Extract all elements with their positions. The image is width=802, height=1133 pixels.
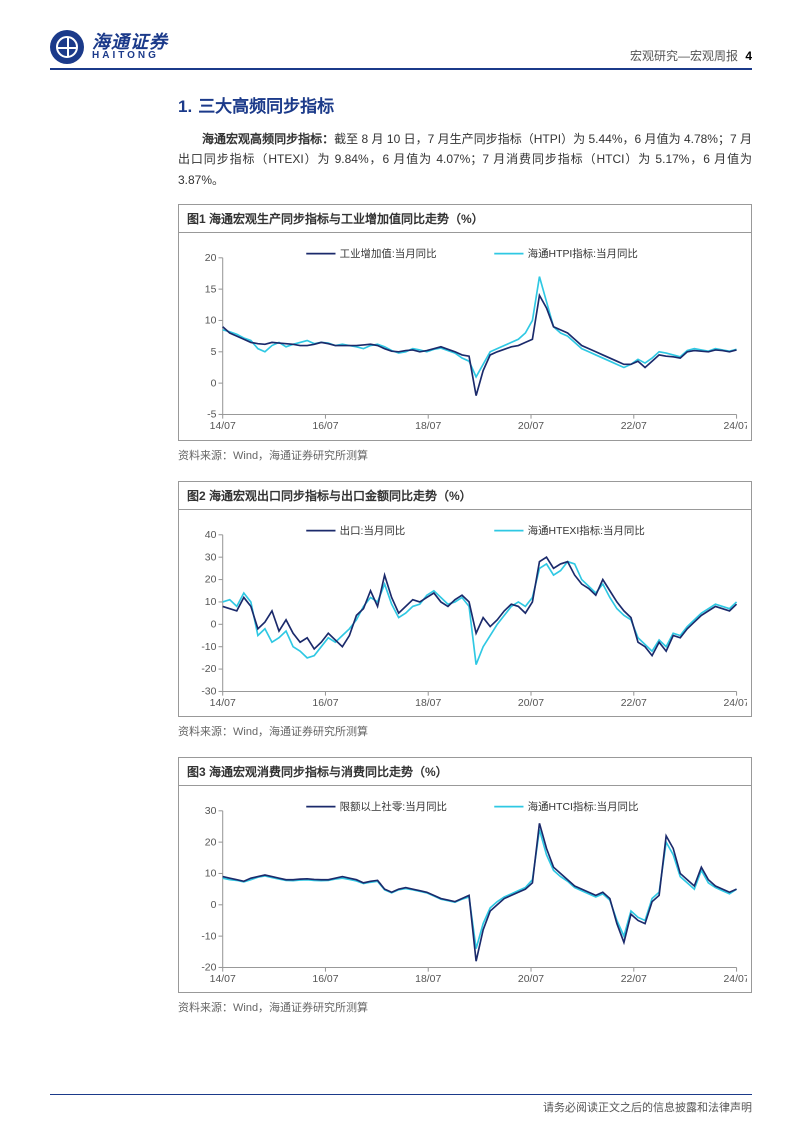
svg-text:0: 0 (211, 900, 217, 911)
svg-text:20: 20 (205, 253, 217, 264)
svg-text:海通HTCI指标:当月同比: 海通HTCI指标:当月同比 (528, 800, 639, 813)
intro-paragraph: 海通宏观高频同步指标：截至 8 月 10 日，7 月生产同步指标（HTPI）为 … (178, 129, 752, 190)
chart-2-title: 图2 海通宏观出口同步指标与出口金额同比走势（%） (179, 482, 751, 510)
svg-text:24/07: 24/07 (723, 974, 747, 985)
svg-text:20: 20 (205, 837, 217, 848)
svg-text:-10: -10 (201, 931, 216, 942)
svg-text:-20: -20 (201, 963, 216, 974)
chart-2-block: 图2 海通宏观出口同步指标与出口金额同比走势（%） -30 -20 -10 0 10 20… (178, 481, 752, 717)
brand: 海通证券 HAITONG (50, 30, 168, 64)
svg-text:20/07: 20/07 (518, 974, 544, 985)
svg-text:-10: -10 (201, 641, 216, 652)
svg-text:22/07: 22/07 (621, 974, 647, 985)
chart-2-source: 资料来源：Wind，海通证券研究所测算 (178, 723, 752, 739)
svg-text:工业增加值:当月同比: 工业增加值:当月同比 (340, 247, 437, 260)
section-title-text: 三大高频同步指标 (198, 97, 334, 116)
svg-text:18/07: 18/07 (415, 974, 441, 985)
brand-name-cn: 海通证券 (92, 33, 168, 51)
svg-text:0: 0 (211, 619, 217, 630)
svg-text:20/07: 20/07 (518, 698, 544, 709)
svg-text:14/07: 14/07 (210, 698, 236, 709)
svg-text:15: 15 (205, 284, 217, 295)
para-lead: 海通宏观高频同步指标： (202, 132, 334, 146)
svg-text:10: 10 (205, 869, 217, 880)
svg-text:10: 10 (205, 316, 217, 327)
svg-text:24/07: 24/07 (723, 698, 747, 709)
svg-text:海通HTEXI指标:当月同比: 海通HTEXI指标:当月同比 (528, 523, 645, 536)
chart-3-svg: -20 -10 0 10 20 30 14/07 16/07 18/07 20/07 22/07 24… (183, 792, 747, 990)
svg-text:20/07: 20/07 (518, 421, 544, 432)
svg-text:限额以上社零:当月同比: 限额以上社零:当月同比 (340, 800, 447, 813)
svg-text:16/07: 16/07 (312, 698, 338, 709)
svg-text:16/07: 16/07 (312, 974, 338, 985)
page-number: 4 (745, 49, 752, 63)
chart-3-block: 图3 海通宏观消费同步指标与消费同比走势（%） -20 -10 0 10 20 30 14/… (178, 757, 752, 993)
chart-2-svg: -30 -20 -10 0 10 20 30 40 14/07 16/07 18/07 20/07 22… (183, 516, 747, 714)
svg-text:出口:当月同比: 出口:当月同比 (340, 523, 406, 536)
svg-text:16/07: 16/07 (312, 421, 338, 432)
svg-text:-30: -30 (201, 686, 216, 697)
page-header: 海通证券 HAITONG 宏观研究—宏观周报 4 (50, 30, 752, 70)
logo-icon (50, 30, 84, 64)
svg-text:22/07: 22/07 (621, 421, 647, 432)
svg-text:24/07: 24/07 (723, 421, 747, 432)
chart-1-source: 资料来源：Wind，海通证券研究所测算 (178, 447, 752, 463)
chart-3-title: 图3 海通宏观消费同步指标与消费同比走势（%） (179, 758, 751, 786)
svg-text:14/07: 14/07 (210, 421, 236, 432)
svg-text:14/07: 14/07 (210, 974, 236, 985)
svg-text:20: 20 (205, 574, 217, 585)
chart-1-block: 图1 海通宏观生产同步指标与工业增加值同比走势（%） -5 0 5 10 15 20 14/… (178, 204, 752, 440)
section-number: 1. (178, 97, 192, 116)
svg-text:-20: -20 (201, 664, 216, 675)
svg-text:0: 0 (211, 378, 217, 389)
svg-text:5: 5 (211, 347, 217, 358)
svg-text:40: 40 (205, 530, 217, 541)
svg-text:30: 30 (205, 806, 217, 817)
page-footer: 请务必阅读正文之后的信息披露和法律声明 (50, 1094, 752, 1115)
chart-1-svg: -5 0 5 10 15 20 14/07 16/07 18/07 20/07 22/07 24/07… (183, 239, 747, 437)
svg-text:10: 10 (205, 597, 217, 608)
header-right: 宏观研究—宏观周报 4 (630, 47, 752, 64)
chart-1-title: 图1 海通宏观生产同步指标与工业增加值同比走势（%） (179, 205, 751, 233)
svg-text:18/07: 18/07 (415, 421, 441, 432)
svg-text:海通HTPI指标:当月同比: 海通HTPI指标:当月同比 (528, 247, 638, 260)
svg-text:30: 30 (205, 552, 217, 563)
header-category: 宏观研究—宏观周报 (630, 49, 738, 63)
brand-name-en: HAITONG (92, 51, 168, 61)
svg-text:22/07: 22/07 (621, 698, 647, 709)
chart-3-source: 资料来源：Wind，海通证券研究所测算 (178, 999, 752, 1015)
svg-text:-5: -5 (207, 410, 216, 421)
section-heading: 1. 三大高频同步指标 (178, 92, 752, 117)
svg-text:18/07: 18/07 (415, 698, 441, 709)
